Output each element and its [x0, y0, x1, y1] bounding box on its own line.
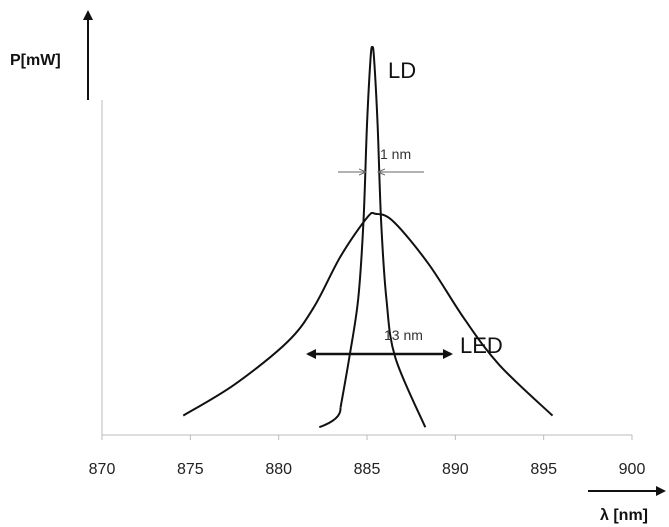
x-tick-label: 880 — [265, 461, 292, 478]
x-tick-label: 890 — [442, 461, 469, 478]
ld-series-label: LD — [388, 58, 416, 83]
led-series-label: LED — [460, 333, 503, 358]
led-width-label: 13 nm — [384, 327, 423, 343]
y-axis-title: P[mW] — [10, 52, 61, 69]
x-tick-label: 875 — [177, 461, 204, 478]
x-tick-label: 900 — [619, 461, 646, 478]
led-spectrum-line — [183, 213, 552, 416]
ld-spectrum-tail — [319, 408, 340, 427]
x-tick-label: 885 — [354, 461, 381, 478]
x-axis-title: λ [nm] — [600, 507, 648, 524]
ld-width-label: 1 nm — [380, 146, 411, 162]
x-tick-label: 870 — [89, 461, 116, 478]
x-tick-label: 895 — [530, 461, 557, 478]
